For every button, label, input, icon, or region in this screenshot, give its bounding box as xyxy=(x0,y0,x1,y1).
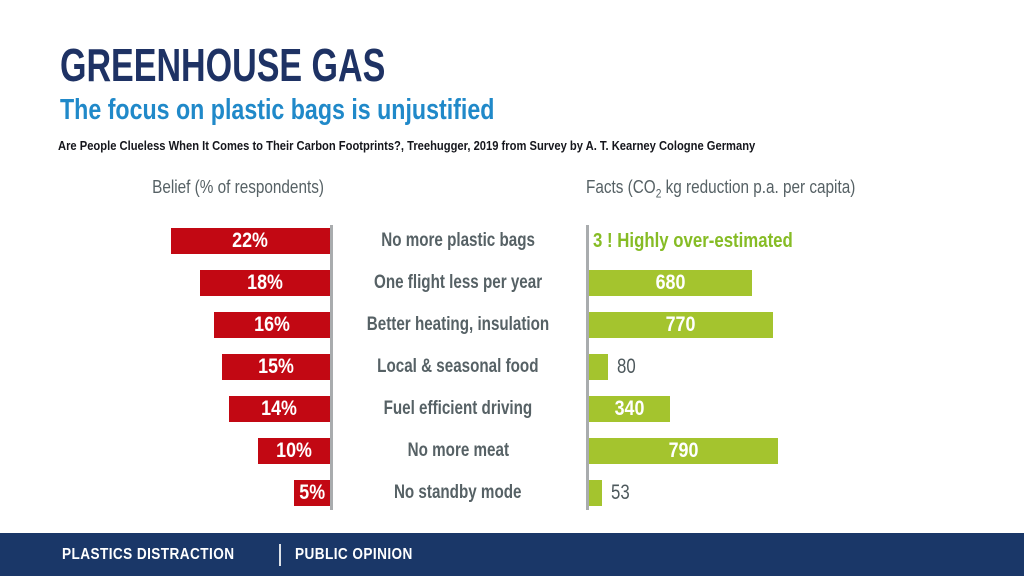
footer-page-label: PUBLIC OPINION xyxy=(294,545,413,563)
category-cell: No more plastic bags xyxy=(330,230,586,252)
fact-value-label: 790 xyxy=(668,439,699,462)
footer-section-label: PLASTICS DISTRACTION xyxy=(62,545,235,563)
category-cell: Better heating, insulation xyxy=(330,314,586,336)
belief-column-header-text: Belief (% of respondents) xyxy=(152,177,324,197)
footer-divider xyxy=(278,543,281,566)
belief-bar: 22% xyxy=(171,228,330,254)
belief-value-label: 18% xyxy=(247,271,283,294)
facts-column-header: Facts (CO2 kg reduction p.a. per capita) xyxy=(586,177,903,201)
fact-cell: 3 ! Highly over-estimated xyxy=(586,230,1024,253)
fact-annotation: 3 ! Highly over-estimated xyxy=(593,229,793,252)
fact-cell: 53 xyxy=(586,480,1024,506)
fact-cell: 340 xyxy=(586,396,1024,422)
fact-value-label: 680 xyxy=(655,271,686,294)
fact-value-label: 53 xyxy=(611,481,630,504)
facts-axis-line xyxy=(586,225,589,510)
belief-cell: 18% xyxy=(0,270,330,296)
source-citation: Are People Clueless When It Comes to The… xyxy=(58,138,869,154)
category-cell: Fuel efficient driving xyxy=(330,398,586,420)
fact-bar: 340 xyxy=(589,396,670,422)
fact-cell: 680 xyxy=(586,270,1024,296)
chart-row: 16% Better heating, insulation 770 xyxy=(0,304,1024,346)
category-label: One flight less per year xyxy=(373,272,543,293)
belief-value-label: 16% xyxy=(254,313,290,336)
category-cell: No standby mode xyxy=(330,482,586,504)
belief-bar: 15% xyxy=(222,354,330,380)
chart-row: 18% One flight less per year 680 xyxy=(0,262,1024,304)
category-label: Better heating, insulation xyxy=(366,314,550,335)
belief-bar: 14% xyxy=(229,396,330,422)
belief-bar: 10% xyxy=(258,438,330,464)
belief-column-header: Belief (% of respondents) xyxy=(60,177,416,198)
category-label: Fuel efficient driving xyxy=(383,398,533,419)
slide-subtitle: The focus on plastic bags is unjustified xyxy=(60,96,603,125)
belief-value-label: 14% xyxy=(261,397,298,420)
category-label: No more plastic bags xyxy=(381,230,535,251)
chart-row: 5% No standby mode 53 xyxy=(0,472,1024,514)
belief-cell: 15% xyxy=(0,354,330,380)
chart-row: 14% Fuel efficient driving 340 xyxy=(0,388,1024,430)
fact-bar: 680 xyxy=(589,270,752,296)
page-title-text: GREENHOUSE GAS xyxy=(60,39,386,91)
belief-cell: 10% xyxy=(0,438,330,464)
belief-value-label: 10% xyxy=(276,439,312,462)
belief-value-label: 22% xyxy=(232,229,269,252)
fact-value-label: 340 xyxy=(614,397,645,420)
category-cell: Local & seasonal food xyxy=(330,356,586,378)
facts-column-header-text: Facts (CO2 kg reduction p.a. per capita) xyxy=(586,177,856,201)
belief-value-label: 15% xyxy=(258,355,294,378)
fact-bar xyxy=(589,354,608,380)
belief-cell: 5% xyxy=(0,480,330,506)
belief-bar: 5% xyxy=(294,480,330,506)
belief-cell: 16% xyxy=(0,312,330,338)
belief-axis-line xyxy=(330,225,333,510)
category-label: No more meat xyxy=(407,440,509,461)
chart-row: 15% Local & seasonal food 80 xyxy=(0,346,1024,388)
belief-bar: 18% xyxy=(200,270,330,296)
fact-bar: 790 xyxy=(589,438,778,464)
chart-row: 22% No more plastic bags 3 ! Highly over-e… xyxy=(0,220,1024,262)
fact-bar: 770 xyxy=(589,312,773,338)
category-label: No standby mode xyxy=(394,482,522,503)
slide-subtitle-text: The focus on plastic bags is unjustified xyxy=(60,94,495,126)
category-cell: No more meat xyxy=(330,440,586,462)
belief-cell: 22% xyxy=(0,228,330,254)
fact-value-label: 80 xyxy=(617,355,636,378)
fact-cell: 790 xyxy=(586,438,1024,464)
source-citation-text: Are People Clueless When It Comes to The… xyxy=(58,138,756,153)
chart-rows: 22% No more plastic bags 3 ! Highly over-e… xyxy=(0,220,1024,514)
belief-bar: 16% xyxy=(214,312,330,338)
category-label: Local & seasonal food xyxy=(377,356,539,377)
fact-cell: 770 xyxy=(586,312,1024,338)
fact-cell: 80 xyxy=(586,354,1024,380)
page-title: GREENHOUSE GAS xyxy=(60,42,500,88)
belief-cell: 14% xyxy=(0,396,330,422)
category-cell: One flight less per year xyxy=(330,272,586,294)
fact-bar xyxy=(589,480,602,506)
co2-subscript: 2 xyxy=(655,186,662,201)
fact-value-label: 770 xyxy=(666,313,696,336)
chart-row: 10% No more meat 790 xyxy=(0,430,1024,472)
footer-bar: PLASTICS DISTRACTION PUBLIC OPINION xyxy=(0,533,1024,576)
belief-value-label: 5% xyxy=(299,481,325,504)
